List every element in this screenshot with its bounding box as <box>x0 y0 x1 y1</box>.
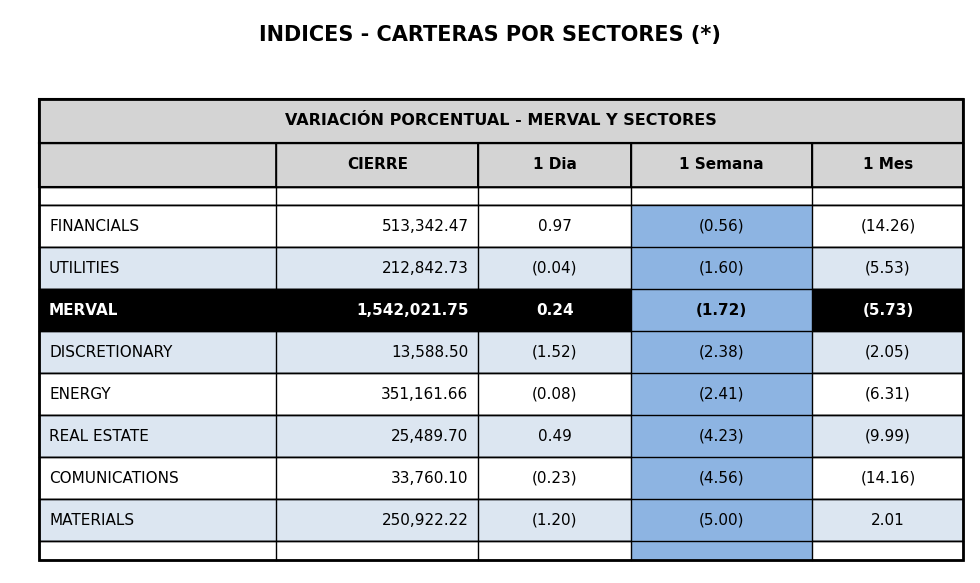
Text: (0.04): (0.04) <box>532 261 577 276</box>
Text: (4.56): (4.56) <box>699 470 745 486</box>
Bar <box>39 331 963 373</box>
Bar <box>631 247 812 289</box>
Text: 33,760.10: 33,760.10 <box>391 470 468 486</box>
Bar <box>39 187 963 205</box>
Text: 0.49: 0.49 <box>538 429 571 444</box>
Bar <box>631 541 812 560</box>
Text: FINANCIALS: FINANCIALS <box>49 219 139 234</box>
Text: 351,161.66: 351,161.66 <box>381 387 468 402</box>
Text: 1 Dia: 1 Dia <box>533 157 576 172</box>
Text: 250,922.22: 250,922.22 <box>381 512 468 528</box>
Text: ENERGY: ENERGY <box>49 387 111 402</box>
Text: DISCRETIONARY: DISCRETIONARY <box>49 345 172 360</box>
Bar <box>631 373 812 415</box>
Bar <box>39 143 963 187</box>
Text: 25,489.70: 25,489.70 <box>391 429 468 444</box>
Bar <box>39 373 963 415</box>
Text: (4.23): (4.23) <box>699 429 745 444</box>
Bar <box>478 143 631 187</box>
Bar <box>39 247 963 289</box>
Text: (2.41): (2.41) <box>699 387 745 402</box>
Text: (1.20): (1.20) <box>532 512 577 528</box>
Text: CIERRE: CIERRE <box>347 157 408 172</box>
Bar <box>631 415 812 457</box>
Text: (5.73): (5.73) <box>862 303 913 318</box>
Bar <box>39 415 963 457</box>
Text: (1.52): (1.52) <box>532 345 577 360</box>
Text: (5.00): (5.00) <box>699 512 745 528</box>
Text: 513,342.47: 513,342.47 <box>381 219 468 234</box>
Text: INDICES - CARTERAS POR SECTORES (*): INDICES - CARTERAS POR SECTORES (*) <box>259 25 721 45</box>
Text: (0.56): (0.56) <box>699 219 745 234</box>
Text: (2.05): (2.05) <box>865 345 910 360</box>
Bar <box>39 499 963 541</box>
Bar <box>631 457 812 499</box>
Text: UTILITIES: UTILITIES <box>49 261 121 276</box>
Bar <box>631 331 812 373</box>
Text: MATERIALS: MATERIALS <box>49 512 134 528</box>
Bar <box>631 289 812 331</box>
Text: (0.23): (0.23) <box>532 470 577 486</box>
Text: COMUNICATIONS: COMUNICATIONS <box>49 470 178 486</box>
Bar <box>39 99 963 560</box>
Text: (2.38): (2.38) <box>699 345 745 360</box>
Text: 0.97: 0.97 <box>538 219 571 234</box>
Bar <box>39 99 963 143</box>
Text: 1 Mes: 1 Mes <box>862 157 913 172</box>
Bar <box>39 541 963 560</box>
Text: (9.99): (9.99) <box>865 429 910 444</box>
Text: (5.53): (5.53) <box>865 261 910 276</box>
Text: (1.60): (1.60) <box>699 261 745 276</box>
Bar <box>631 499 812 541</box>
Text: 1,542,021.75: 1,542,021.75 <box>356 303 468 318</box>
Text: REAL ESTATE: REAL ESTATE <box>49 429 149 444</box>
Text: 1 Semana: 1 Semana <box>679 157 764 172</box>
Text: (14.26): (14.26) <box>860 219 915 234</box>
Text: (1.72): (1.72) <box>696 303 748 318</box>
Bar <box>812 143 963 187</box>
Text: (6.31): (6.31) <box>865 387 910 402</box>
Bar <box>631 205 812 247</box>
Text: MERVAL: MERVAL <box>49 303 119 318</box>
Bar <box>39 457 963 499</box>
Text: (0.08): (0.08) <box>532 387 577 402</box>
Bar <box>39 205 963 247</box>
Text: 13,588.50: 13,588.50 <box>391 345 468 360</box>
Bar <box>631 143 812 187</box>
Bar <box>39 289 963 331</box>
Text: (14.16): (14.16) <box>860 470 915 486</box>
Text: 0.24: 0.24 <box>536 303 573 318</box>
Text: VARIACIÓN PORCENTUAL - MERVAL Y SECTORES: VARIACIÓN PORCENTUAL - MERVAL Y SECTORES <box>285 114 717 128</box>
Bar <box>276 143 478 187</box>
Text: 212,842.73: 212,842.73 <box>381 261 468 276</box>
Text: 2.01: 2.01 <box>871 512 905 528</box>
